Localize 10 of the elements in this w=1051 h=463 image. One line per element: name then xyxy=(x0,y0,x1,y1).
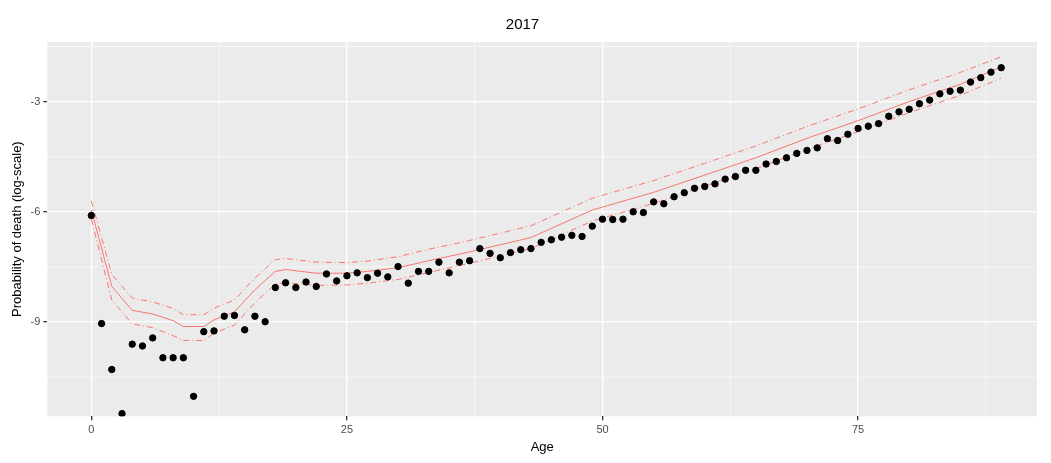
chart-title: 2017 xyxy=(505,15,540,33)
x-tick-label: 0 xyxy=(88,422,95,435)
y-tick-label: -9 xyxy=(30,315,41,328)
x-tick-label: 75 xyxy=(851,422,865,435)
x-tick-label: 25 xyxy=(340,422,354,435)
y-tick-label: -6 xyxy=(30,204,41,217)
x-axis-title: Age xyxy=(530,438,554,454)
x-tick-label: 50 xyxy=(596,422,609,435)
y-axis-title: Probability of death (log-scale) xyxy=(9,141,25,317)
y-tick-label: -3 xyxy=(30,94,41,107)
